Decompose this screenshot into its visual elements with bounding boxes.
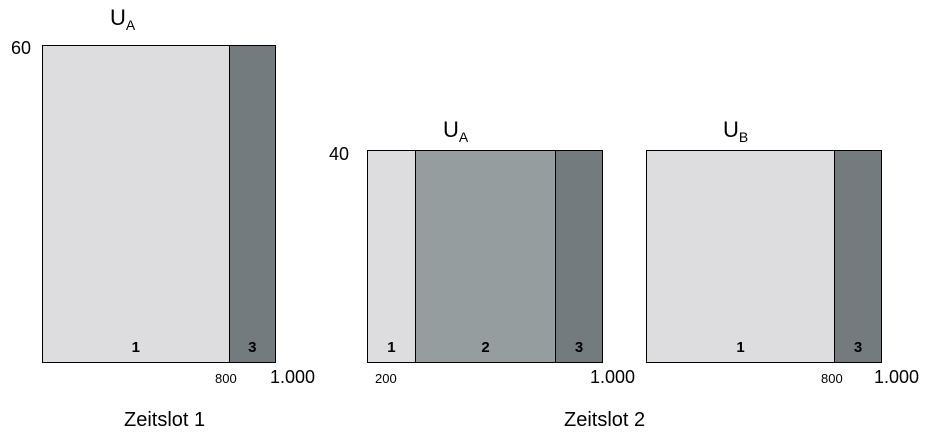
panel2-box: 1 2 3 xyxy=(367,150,603,363)
panel2-segment-label: 1 xyxy=(387,339,396,356)
panel2-segment-3: 3 xyxy=(555,151,602,362)
panel2-segment-1: 1 xyxy=(368,151,415,362)
panel3-title: UB xyxy=(723,117,748,145)
panel3-title-main: U xyxy=(723,117,739,142)
panel3-segment-3: 3 xyxy=(834,151,881,362)
panel2-title: UA xyxy=(443,117,468,145)
panel2-y-label: 40 xyxy=(329,144,350,164)
panel2-title-main: U xyxy=(443,117,459,142)
panel2-segment-2: 2 xyxy=(414,151,556,362)
panel1-caption: Zeitslot 1 xyxy=(124,409,206,431)
panel2-tick-end: 1.000 xyxy=(590,367,636,387)
panel1-title-sub: A xyxy=(125,17,136,33)
panel2-title-sub: A xyxy=(458,129,469,145)
panel1-segment-1: 1 xyxy=(43,46,229,362)
panel1-segment-label: 3 xyxy=(248,339,257,356)
panel1-tick-small: 800 xyxy=(215,371,237,386)
panel1-tick-end: 1.000 xyxy=(270,367,316,387)
panel2-caption: Zeitslot 2 xyxy=(564,409,646,431)
panel2-segment-label: 2 xyxy=(481,339,490,356)
panel1-y-label: 60 xyxy=(11,38,32,58)
panel3-segment-label: 1 xyxy=(736,339,745,356)
panel1-segment-label: 1 xyxy=(131,339,140,356)
panel2-tick-small: 200 xyxy=(375,371,397,386)
panel3-segment-label: 3 xyxy=(853,339,863,356)
panel1-title-main: U xyxy=(110,5,126,30)
panel3-title-sub: B xyxy=(738,129,749,145)
panel3-tick-small: 800 xyxy=(821,371,843,386)
panel1-title: UA xyxy=(110,5,135,33)
panel2-segment-label: 3 xyxy=(574,339,584,356)
panel3-tick-end: 1.000 xyxy=(874,367,920,387)
panel3-segment-1: 1 xyxy=(647,151,835,362)
panel1-segment-3: 3 xyxy=(228,46,275,362)
